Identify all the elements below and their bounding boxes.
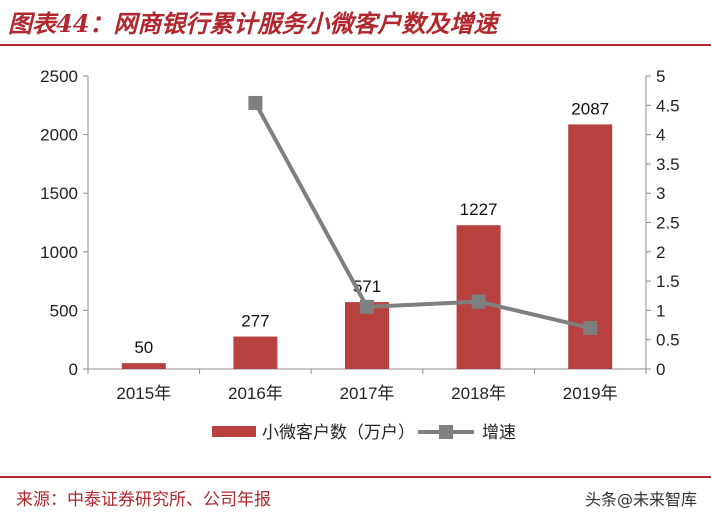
legend-bar-label: 小微客户数（万户） xyxy=(262,423,415,442)
bar-series xyxy=(121,124,613,370)
tick-labels: 0 500 1000 1500 2000 2500 0 0.5 1 1.5 2 2.5 3 3.5 4 4.5… xyxy=(40,67,679,403)
y-right-tick-label: 0.5 xyxy=(656,331,680,350)
x-tick-label: 2016年 xyxy=(228,384,283,403)
chart-legend: 小微客户数（万户） 增速 xyxy=(212,423,516,442)
growth-point xyxy=(360,299,374,314)
growth-point xyxy=(248,95,263,110)
y-left-tick-label: 500 xyxy=(50,301,78,320)
bar-data-label: 277 xyxy=(241,312,269,331)
y-right-tick-label: 1.5 xyxy=(656,272,680,291)
y-left-tick-label: 2000 xyxy=(40,126,78,145)
bar xyxy=(233,336,278,369)
y-left-tick-label: 1000 xyxy=(40,243,78,262)
growth-point xyxy=(583,320,598,335)
growth-line xyxy=(253,101,591,330)
x-tick-label: 2019年 xyxy=(563,384,618,403)
line-series xyxy=(248,95,598,335)
legend-line-marker xyxy=(439,425,453,439)
y-right-tick-label: 4 xyxy=(656,126,665,145)
x-tick-label: 2015年 xyxy=(116,384,171,403)
y-left-tick-label: 0 xyxy=(69,360,78,379)
source-note: 来源：中泰证券研究所、公司年报 xyxy=(16,490,271,510)
bar-data-label: 2087 xyxy=(571,99,609,118)
y-right-tick-label: 3 xyxy=(656,184,665,203)
chart-title: 图表44：网商银行累计服务小微客户数及增速 xyxy=(8,9,498,38)
title-divider xyxy=(0,44,711,46)
x-tick-label: 2018年 xyxy=(451,384,506,403)
y-right-tick-label: 4.5 xyxy=(656,96,680,115)
legend-line-label: 增速 xyxy=(482,423,516,442)
y-right-tick-label: 0 xyxy=(656,360,665,379)
bar xyxy=(121,363,166,369)
bar-data-label: 50 xyxy=(134,338,153,357)
watermark: 头条@未来智库 xyxy=(584,490,697,509)
y-left-tick-label: 1500 xyxy=(40,184,78,203)
footer-divider xyxy=(0,476,711,478)
bar-data-label: 1227 xyxy=(460,200,498,219)
growth-point xyxy=(471,294,486,309)
y-right-tick-label: 3.5 xyxy=(656,155,680,174)
legend-bar-swatch xyxy=(212,426,256,437)
y-left-tick-label: 2500 xyxy=(40,67,78,86)
y-right-tick-label: 5 xyxy=(656,67,665,86)
y-right-tick-label: 2 xyxy=(656,243,665,262)
y-right-tick-label: 2.5 xyxy=(656,214,680,233)
y-right-tick-label: 1 xyxy=(656,301,665,320)
x-tick-label: 2017年 xyxy=(340,384,395,403)
